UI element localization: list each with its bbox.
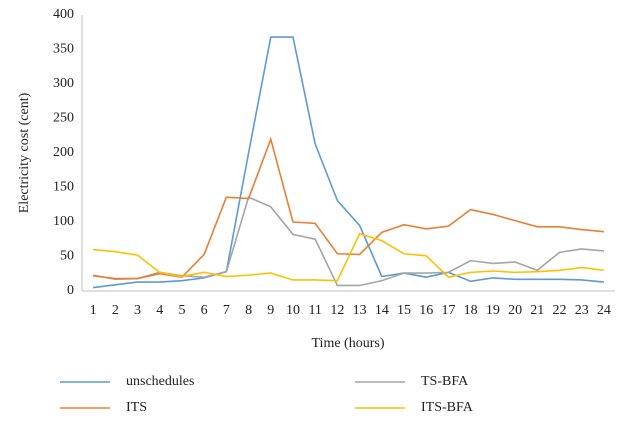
x-tick-label: 9	[267, 303, 274, 318]
x-tick-label: 2	[112, 303, 119, 318]
x-tick-label: 21	[530, 303, 544, 318]
x-tick-label: 13	[353, 303, 367, 318]
y-tick-label: 100	[53, 214, 74, 229]
x-tick-label: 10	[286, 303, 300, 318]
x-tick-label: 18	[464, 303, 478, 318]
legend-label: TS-BFA	[421, 374, 469, 389]
x-tick-label: 12	[330, 303, 344, 318]
x-tick-label: 24	[597, 303, 611, 318]
y-tick-label: 50	[60, 249, 74, 264]
legend-label: ITS	[126, 400, 147, 415]
x-tick-label: 15	[397, 303, 411, 318]
series-line	[93, 36, 604, 289]
x-tick-label: 11	[308, 303, 321, 318]
x-tick-label: 1	[90, 303, 97, 318]
series-line	[93, 232, 604, 282]
y-tick-label: 0	[67, 283, 74, 298]
y-tick-label: 200	[53, 145, 74, 160]
x-tick-label: 7	[223, 303, 230, 318]
x-tick-label: 17	[441, 303, 455, 318]
x-tick-label: 14	[375, 303, 389, 318]
y-tick-label: 400	[53, 7, 74, 22]
y-tick-label: 300	[53, 76, 74, 91]
legend-label: unschedules	[126, 374, 194, 389]
legend-label: ITS-BFA	[421, 400, 474, 415]
x-tick-label: 16	[419, 303, 433, 318]
y-axis-label: Electricity cost (cent)	[17, 92, 32, 213]
y-tick-label: 150	[53, 180, 74, 195]
x-axis-label: Time (hours)	[312, 336, 385, 351]
y-tick-label: 350	[53, 42, 74, 57]
x-tick-label: 5	[178, 303, 185, 318]
x-tick-label: 3	[134, 303, 141, 318]
x-tick-label: 8	[245, 303, 252, 318]
x-tick-label: 20	[508, 303, 522, 318]
x-tick-label: 22	[552, 303, 566, 318]
x-tick-label: 4	[156, 303, 163, 318]
x-tick-label: 23	[575, 303, 589, 318]
x-tick-label: 6	[201, 303, 208, 318]
y-tick-label: 250	[53, 111, 74, 126]
x-tick-label: 19	[486, 303, 500, 318]
